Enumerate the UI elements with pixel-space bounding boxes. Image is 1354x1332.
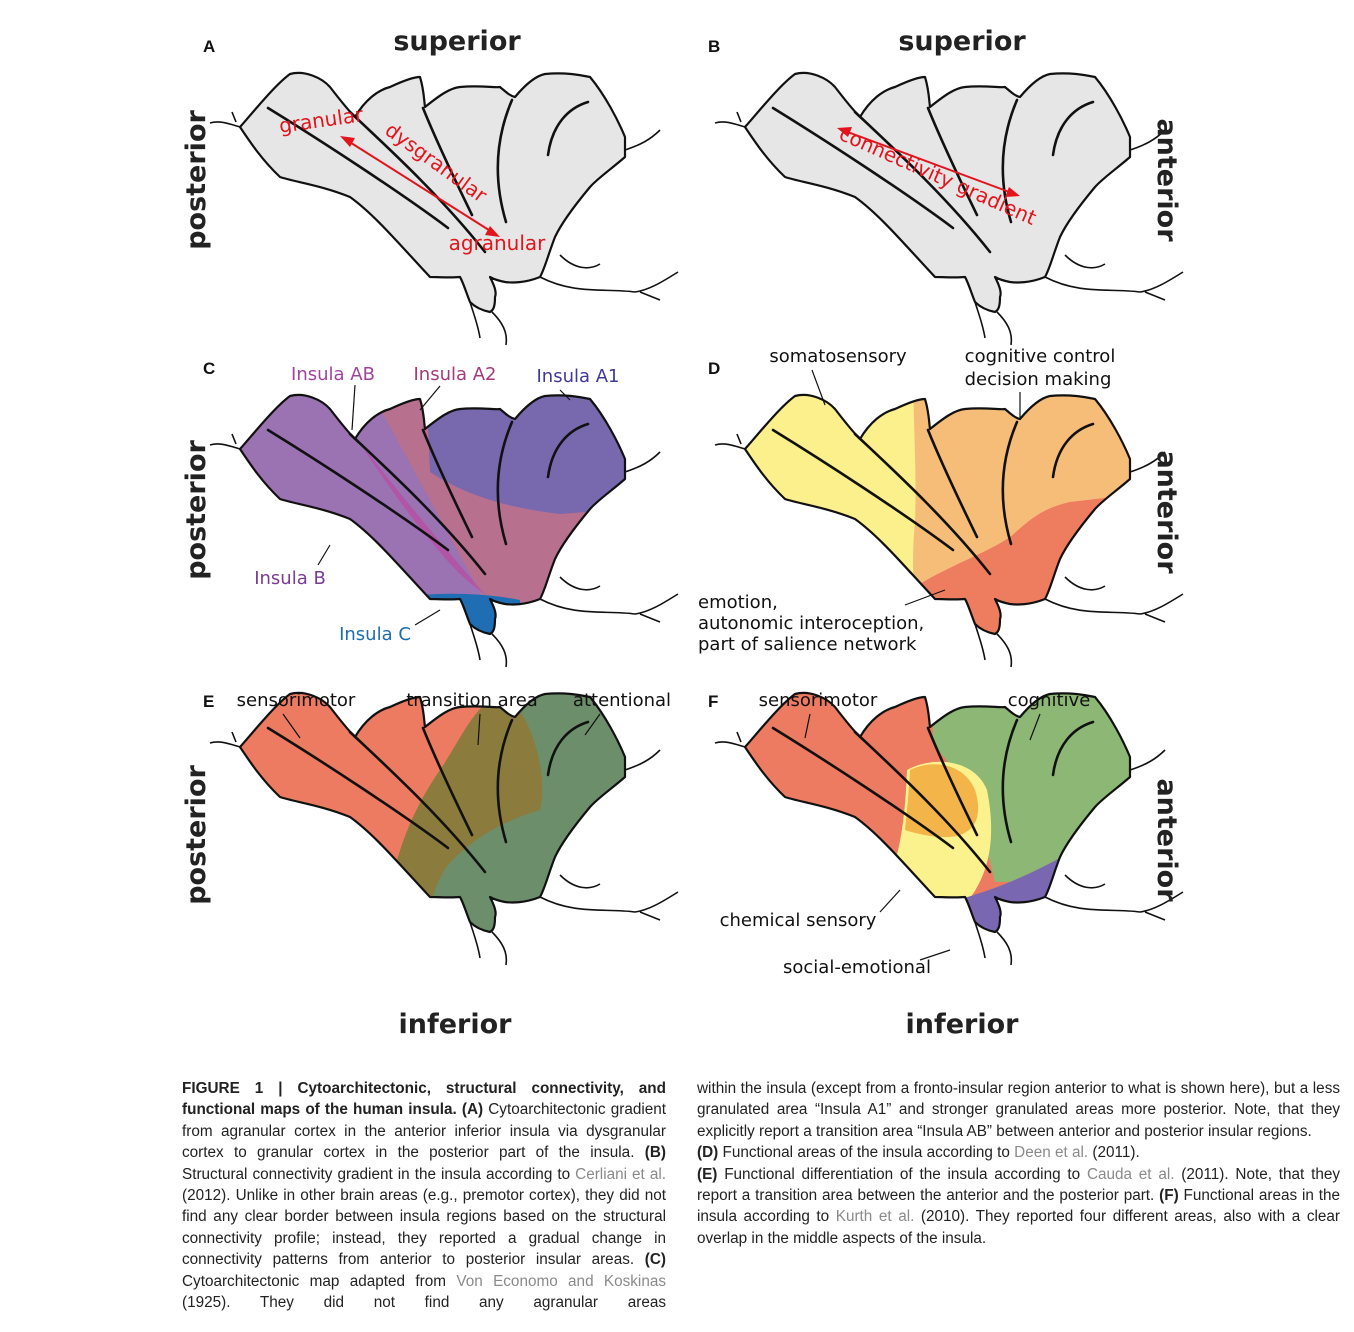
- caption-paragraph: (E) Functional differentiation of the in…: [697, 1164, 1340, 1250]
- direction-label: anterior: [1151, 778, 1182, 902]
- panel-letter: E: [203, 692, 214, 711]
- region-label: cognitive control: [965, 346, 1116, 367]
- caption-text: Cytoarchitectonic map adapted from: [182, 1273, 456, 1290]
- panel-letter: D: [708, 359, 720, 378]
- region-label: part of salience network: [698, 634, 917, 655]
- caption-text: (2011).: [1088, 1144, 1140, 1161]
- caption-text: Functional areas of the insula according…: [718, 1144, 1014, 1161]
- caption-paragraph: (D) Functional areas of the insula accor…: [697, 1142, 1340, 1163]
- figure-page: A superior posterior granular dysgranula…: [0, 0, 1354, 1332]
- direction-label: anterior: [1151, 118, 1182, 242]
- caption-text: Functional differentiation of the insula…: [717, 1166, 1087, 1183]
- caption-bold: (B): [645, 1144, 666, 1161]
- caption-bold: (F): [1159, 1187, 1179, 1204]
- direction-label: superior: [898, 26, 1026, 57]
- caption-right: within the insula (except from a fronto-…: [697, 1078, 1340, 1249]
- region-label: Insula C: [339, 624, 411, 645]
- panel-letter: B: [708, 37, 720, 56]
- region-label: Insula A2: [413, 364, 496, 385]
- region-label: decision making: [965, 369, 1112, 390]
- region-label: Insula A1: [536, 366, 619, 387]
- citation: Kurth et al.: [836, 1208, 915, 1225]
- region-label: cognitive: [1008, 690, 1091, 711]
- panel-f: F anterior inferior sensorimotor cogniti…: [705, 660, 1183, 1040]
- panel-b: B superior anterior connectivity gradien…: [708, 26, 1183, 345]
- direction-label: posterior: [181, 110, 212, 250]
- region-label: chemical sensory: [720, 910, 877, 931]
- caption-text: (1925). They did not find any agranular …: [182, 1294, 666, 1311]
- caption-text: within the insula (except from a fronto-…: [697, 1080, 1340, 1140]
- citation: Deen et al.: [1014, 1144, 1088, 1161]
- region-label: attentional: [573, 690, 671, 711]
- region-label: transition area: [406, 690, 538, 711]
- direction-label: superior: [393, 26, 521, 57]
- region-label: sensorimotor: [759, 690, 878, 711]
- panel-a: A superior posterior granular dysgranula…: [181, 26, 678, 345]
- panel-c: C posterior Insula AB Insula A2 Insula A…: [181, 359, 678, 667]
- region-label: sensorimotor: [237, 690, 356, 711]
- region-label: Insula AB: [291, 364, 375, 385]
- region-label: Insula B: [254, 568, 326, 589]
- caption-paragraph: within the insula (except from a fronto-…: [697, 1078, 1340, 1142]
- region-label: emotion,: [698, 592, 778, 613]
- panel-letter: F: [708, 692, 718, 711]
- panel-letter: C: [203, 359, 215, 378]
- caption-paragraph: FIGURE 1 | Cytoarchitectonic, structural…: [182, 1078, 666, 1313]
- caption-bold: (A): [462, 1101, 483, 1118]
- caption-bold: (E): [697, 1166, 717, 1183]
- caption-left: FIGURE 1 | Cytoarchitectonic, structural…: [182, 1078, 666, 1313]
- figure: A superior posterior granular dysgranula…: [0, 0, 1354, 1060]
- region-label: social-emotional: [783, 957, 931, 978]
- direction-label: inferior: [906, 1009, 1020, 1040]
- panel-d: D anterior somatosensory cognitive contr…: [698, 346, 1183, 667]
- region-cognitive: [913, 362, 1155, 662]
- direction-label: posterior: [181, 765, 212, 905]
- citation: Cerliani et al.: [575, 1166, 666, 1183]
- region-label: autonomic interoception,: [698, 613, 924, 634]
- caption-bold: (C): [645, 1251, 666, 1268]
- panel-letter: A: [203, 37, 215, 56]
- direction-label: inferior: [399, 1009, 513, 1040]
- citation: Cauda et al.: [1087, 1166, 1175, 1183]
- caption-bold: (D): [697, 1144, 718, 1161]
- panel-e: E posterior inferior sensorimotor transi…: [181, 660, 678, 1040]
- citation: Von Economo and Koskinas: [456, 1273, 666, 1290]
- caption-text: (2012). Unlike in other brain areas (e.g…: [182, 1187, 666, 1268]
- region-label: agranular: [449, 231, 547, 255]
- region-label: somatosensory: [769, 346, 907, 367]
- direction-label: posterior: [181, 440, 212, 580]
- direction-label: anterior: [1151, 450, 1182, 574]
- caption-text: Structural connectivity gradient in the …: [182, 1166, 575, 1183]
